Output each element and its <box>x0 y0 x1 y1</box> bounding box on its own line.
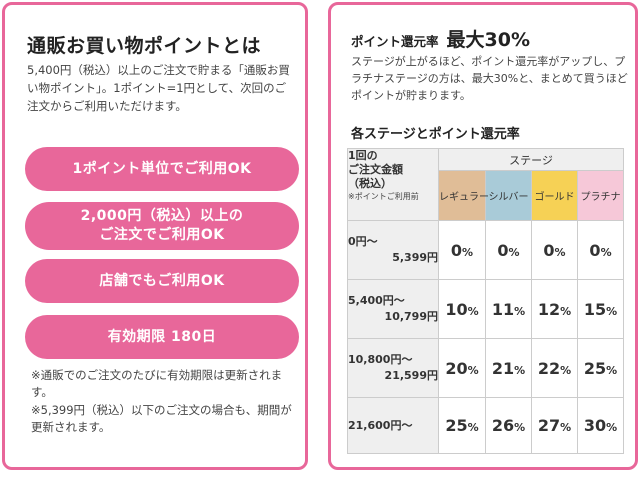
rate-value: 15 <box>583 299 607 319</box>
point-info-description: 5,400円（税込）以上のご注文で貯まる「通販お買い物ポイント」。1ポイント=1… <box>27 63 290 113</box>
rate-value: 11 <box>491 299 515 319</box>
percent-sign: % <box>514 421 526 434</box>
amount-cell: 5,400円～ 10,799円 <box>347 279 439 339</box>
feature-pill-store-use: 店舗でもご利用OK <box>25 259 299 303</box>
rate-cell: 15% <box>576 279 625 339</box>
feature-pill-label-line2: ご注文でご利用OK <box>99 227 225 243</box>
rate-description: ステージが上がるほど、ポイント還元率がアップし、プラチナステージの方は、最大30… <box>351 55 628 102</box>
rate-cell: 21% <box>485 338 532 398</box>
rate-cell: 30% <box>576 397 625 454</box>
feature-pill-expiry: 有効期限 180日 <box>25 315 299 359</box>
percent-sign: % <box>514 304 526 318</box>
percent-sign: % <box>600 245 612 259</box>
percent-sign: % <box>606 421 618 434</box>
rate-cell: 0% <box>531 220 578 280</box>
feature-pill-label: 有効期限 180日 <box>107 328 217 345</box>
amount-cell: 0円～ 5,399円 <box>347 220 439 280</box>
rate-max: 最大30% <box>446 29 530 51</box>
rate-value: 27 <box>537 416 561 435</box>
amount-to: 10,799円 <box>384 310 438 323</box>
feature-pill-label: 店舗でもご利用OK <box>99 272 225 289</box>
rate-cell: 10% <box>438 279 486 339</box>
stage-column-header: ステージ <box>437 148 625 171</box>
percent-sign: % <box>467 363 479 377</box>
note-small-order-renewal: ※5,399円（税込）以下のご注文の場合も、期間が更新されます。 <box>31 403 292 434</box>
table-row: 21,600円～ 25% 26% 27% 30% <box>347 397 625 454</box>
amount-from: 21,600円～ <box>348 418 413 432</box>
rate-cell: 0% <box>485 220 532 280</box>
rate-value: 0 <box>450 240 463 260</box>
amount-cell: 21,600円～ <box>347 397 439 454</box>
rate-value: 10 <box>445 299 468 319</box>
amount-column-header: 1回の ご注文金額 （税込） ※ポイントご利用前 <box>347 148 439 221</box>
stage-silver: シルバー <box>485 170 532 221</box>
rate-value: 12 <box>537 299 561 319</box>
rate-cell: 27% <box>531 397 578 454</box>
rate-cell: 20% <box>438 338 486 398</box>
feature-pill-min-order: 2,000円（税込）以上の ご注文でご利用OK <box>25 202 299 250</box>
percent-sign: % <box>606 304 618 318</box>
rate-value: 22 <box>537 358 561 378</box>
amount-to: 5,399円 <box>392 251 438 264</box>
percent-sign: % <box>467 421 479 434</box>
percent-sign: % <box>560 304 572 318</box>
rate-cell: 0% <box>576 220 625 280</box>
rate-value: 0 <box>497 240 509 260</box>
rate-cell: 11% <box>485 279 532 339</box>
percent-sign: % <box>508 245 520 259</box>
amount-to: 21,599円 <box>384 369 438 382</box>
point-info-title: 通販お買い物ポイントとは <box>27 35 262 57</box>
rate-value: 25 <box>583 358 607 378</box>
amount-from: 0円～ <box>348 235 378 248</box>
percent-sign: % <box>560 363 572 377</box>
amount-from: 5,400円～ <box>348 294 405 307</box>
feature-pill-label: 2,000円（税込）以上の <box>80 208 244 224</box>
rate-cell: 25% <box>438 397 486 454</box>
rate-value: 0 <box>589 240 601 260</box>
rate-cell: 12% <box>531 279 578 339</box>
stage-rate-table: 1回の ご注文金額 （税込） ※ポイントご利用前 ステージ レギュラー シルバー… <box>347 148 625 454</box>
rate-value: 26 <box>491 416 515 435</box>
rate-cell: 26% <box>485 397 532 454</box>
note-expiry-renewal: ※通販でのご注文のたびに有効期限は更新されます。 <box>31 368 283 399</box>
feature-pill-label: 1ポイント単位でご利用OK <box>72 160 252 177</box>
stage-platinum: プラチナ <box>576 170 625 221</box>
percent-sign: % <box>462 245 474 259</box>
rate-table-title: 各ステージとポイント還元率 <box>351 127 520 142</box>
point-info-card: 通販お買い物ポイントとは 5,400円（税込）以上のご注文で貯まる「通販お買い物… <box>2 2 308 470</box>
percent-sign: % <box>554 245 566 259</box>
amount-header-line: 1回の <box>348 149 378 162</box>
percent-sign: % <box>467 304 479 318</box>
rate-label: ポイント還元率 <box>351 34 439 49</box>
percent-sign: % <box>560 421 572 434</box>
table-row: 5,400円～ 10,799円 10% 11% 12% 15% <box>347 279 625 339</box>
rate-value: 25 <box>445 416 468 435</box>
stage-regular: レギュラー <box>438 170 489 221</box>
rate-cell: 22% <box>531 338 578 398</box>
rate-value: 0 <box>543 240 555 260</box>
amount-header-note: ※ポイントご利用前 <box>348 192 419 201</box>
amount-cell: 10,800円～ 21,599円 <box>347 338 439 398</box>
percent-sign: % <box>606 363 618 377</box>
rate-value: 20 <box>445 358 468 378</box>
table-row: 10,800円～ 21,599円 20% 21% 22% 25% <box>347 338 625 398</box>
rate-heading: ポイント還元率 最大30% <box>351 25 530 52</box>
rate-value: 30 <box>583 416 607 435</box>
rate-cell: 25% <box>576 338 625 398</box>
stage-gold: ゴールド <box>531 170 578 221</box>
point-rate-card: ポイント還元率 最大30% ステージが上がるほど、ポイント還元率がアップし、プラ… <box>328 2 638 470</box>
table-row: 0円～ 5,399円 0% 0% 0% 0% <box>347 220 625 280</box>
rate-value: 21 <box>491 358 515 378</box>
amount-from: 10,800円～ <box>348 353 413 366</box>
feature-pill-point-unit: 1ポイント単位でご利用OK <box>25 147 299 191</box>
percent-sign: % <box>514 363 526 377</box>
rate-cell: 0% <box>438 220 486 280</box>
amount-header-line: （税込） <box>348 177 392 190</box>
amount-header-line: ご注文金額 <box>348 163 403 176</box>
